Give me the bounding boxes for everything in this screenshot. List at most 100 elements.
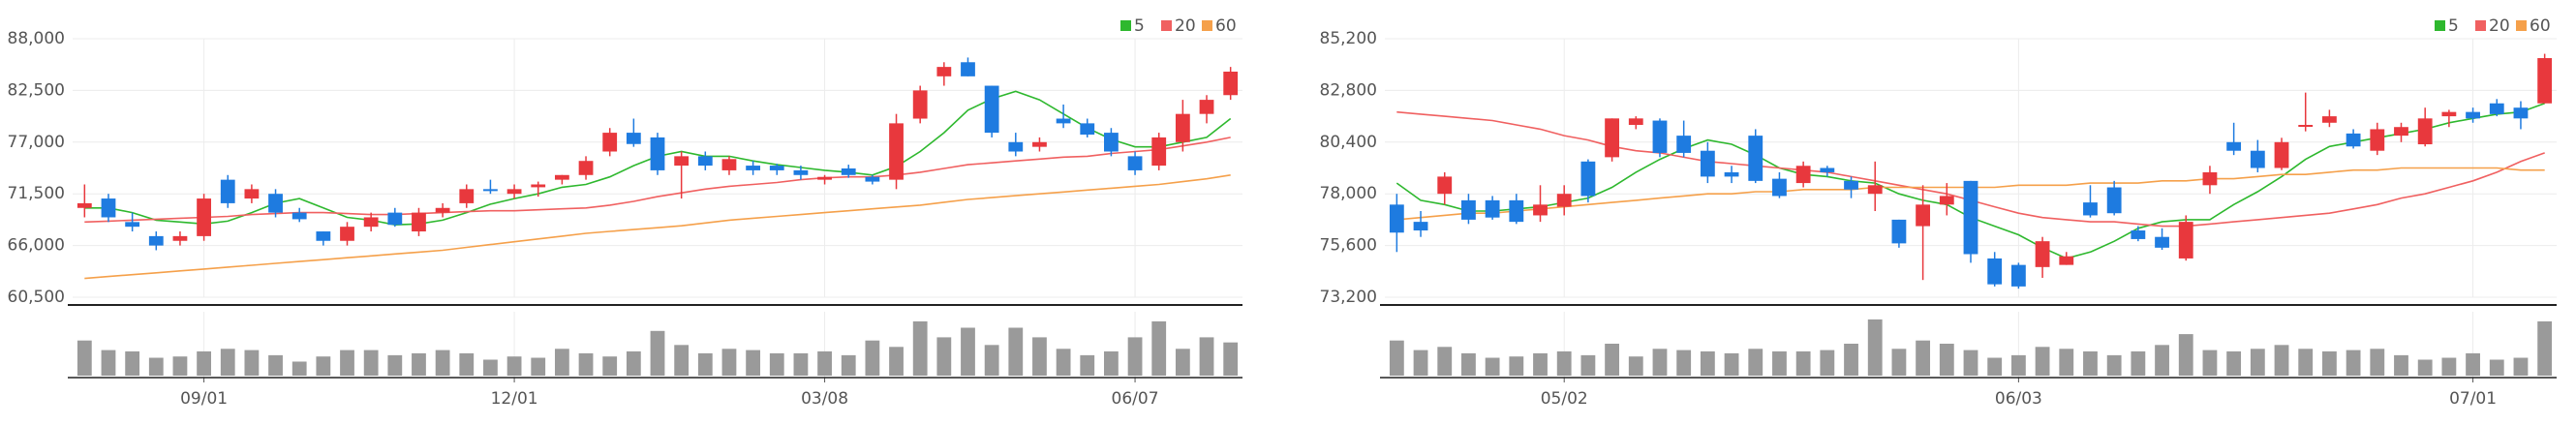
volume-bar	[2202, 350, 2218, 376]
volume-bar	[2274, 345, 2289, 376]
legend-label: 60	[1215, 16, 1237, 36]
volume-bar	[602, 356, 618, 376]
volume-bar	[1104, 350, 1119, 376]
volume-bar	[793, 352, 809, 376]
candle-body	[2537, 58, 2553, 104]
candle-body	[2250, 150, 2265, 168]
volume-bar	[1485, 357, 1500, 376]
candle-body	[2346, 133, 2361, 147]
volume-bar	[1820, 350, 1835, 376]
stock-chart: 60,500 66,000 71,500 77,000 82,500 88,000 09/0…	[8, 16, 1242, 409]
legend-label: 5	[2448, 16, 2459, 36]
y-tick-label: 80,400	[1320, 133, 1377, 152]
volume-bar	[721, 349, 737, 376]
volume-bar	[1700, 350, 1715, 376]
volume-bar	[2513, 357, 2529, 376]
legend-swatch	[1161, 20, 1172, 31]
volume-bar	[2035, 347, 2050, 376]
candle-body	[2394, 127, 2408, 137]
candle-body	[1748, 136, 1763, 181]
candle-body	[1509, 199, 1524, 223]
volume-bar	[1223, 342, 1239, 376]
candle-body	[1104, 133, 1119, 152]
candle-body	[435, 207, 450, 213]
candle-body	[412, 212, 426, 232]
volume-bar	[2059, 349, 2074, 376]
candle-body	[2083, 202, 2098, 216]
volume-bar	[2417, 359, 2433, 376]
volume-bar	[2441, 357, 2457, 376]
legend-label: 5	[1134, 16, 1145, 36]
volume-bar	[125, 350, 140, 376]
candle-body	[1223, 71, 1239, 96]
candle-body	[817, 176, 832, 180]
volume-bar	[1032, 337, 1047, 376]
candle-body	[1939, 196, 1954, 205]
moving-average-line	[84, 174, 1231, 280]
volume-bar	[1533, 352, 1548, 376]
volume-bar	[1748, 349, 1763, 376]
y-tick-label: 85,200	[1320, 29, 1377, 48]
volume-bar	[506, 356, 522, 376]
candle-body	[674, 156, 690, 167]
candle-body	[1867, 185, 1883, 195]
candle-body	[1987, 258, 2003, 285]
candle-body	[1151, 137, 1167, 167]
volume-bar	[912, 320, 928, 376]
volume-bar	[1605, 344, 1619, 376]
volume-bar	[2466, 352, 2480, 376]
candle-body	[912, 90, 928, 119]
volume-bar	[363, 350, 379, 376]
candle-body	[1916, 204, 1931, 227]
volume-bar	[961, 327, 975, 376]
volume-bar	[841, 354, 856, 376]
volume-bar	[316, 356, 331, 376]
candle-body	[1700, 150, 1715, 177]
candle-body	[483, 189, 498, 192]
candle-body	[2274, 141, 2289, 168]
volume-bar	[554, 349, 569, 376]
volume-bar	[1175, 349, 1190, 376]
y-tick-label: 82,500	[8, 80, 65, 100]
volume-bar	[2010, 354, 2026, 376]
candle-body	[1533, 204, 1548, 216]
candle-body	[1080, 123, 1095, 136]
volume-bar	[101, 350, 116, 376]
volume-bar	[2346, 350, 2361, 376]
volume-bar	[2083, 350, 2098, 376]
volume-bar	[1437, 347, 1453, 376]
volume-bar	[2537, 320, 2553, 376]
volume-bar	[197, 350, 211, 376]
volume-bar	[172, 356, 188, 376]
candle-body	[125, 222, 140, 228]
legend-label: 60	[2530, 16, 2551, 36]
candle-body	[626, 133, 641, 144]
candle-body	[506, 189, 522, 195]
candle-body	[316, 231, 331, 241]
candle-body	[1820, 167, 1835, 172]
candle-body	[2370, 129, 2385, 151]
candle-body	[148, 235, 164, 246]
volume-bar	[2131, 350, 2146, 376]
candle-body	[697, 156, 713, 167]
volume-bar	[817, 350, 832, 376]
x-tick-label: 06/07	[1112, 389, 1159, 409]
volume-bar	[1080, 354, 1095, 376]
volume-bar	[435, 350, 450, 376]
y-tick-label: 71,500	[8, 184, 65, 203]
candle-body	[1724, 171, 1739, 177]
volume-bar	[889, 347, 904, 376]
candle-body	[2010, 264, 2026, 287]
legend-label: 20	[1175, 16, 1196, 36]
volume-bar	[1939, 344, 1954, 376]
legend-swatch	[1202, 20, 1212, 31]
y-tick-label: 88,000	[8, 29, 65, 48]
volume-bar	[1509, 356, 1524, 376]
volume-bar	[2370, 349, 2385, 376]
legend-swatch	[2435, 20, 2445, 31]
volume-bar	[1987, 357, 2003, 376]
candle-body	[2322, 116, 2337, 123]
volume-bar	[1556, 350, 1572, 376]
volume-bar	[220, 349, 235, 376]
volume-bar	[1127, 337, 1143, 376]
